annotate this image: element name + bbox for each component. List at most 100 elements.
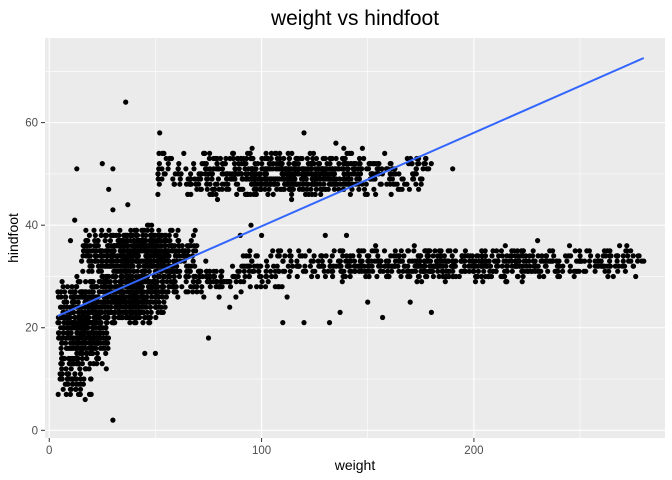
data-point <box>99 258 105 264</box>
data-point <box>136 299 142 305</box>
data-point <box>70 381 76 387</box>
data-point <box>196 279 202 285</box>
data-point <box>303 181 310 187</box>
data-point <box>153 279 159 285</box>
data-point <box>418 181 424 187</box>
data-point <box>86 391 93 397</box>
data-point <box>450 268 456 274</box>
data-point <box>530 248 536 254</box>
data-point <box>604 248 610 254</box>
data-point <box>233 171 239 177</box>
data-point <box>450 263 456 269</box>
data-point <box>268 150 274 156</box>
data-point <box>624 243 630 249</box>
data-point <box>218 273 224 280</box>
axis-ticks <box>41 122 475 442</box>
data-point <box>64 299 70 305</box>
data-point <box>85 253 92 259</box>
data-point <box>233 279 239 285</box>
data-point <box>59 366 65 372</box>
data-point <box>383 273 390 280</box>
data-point <box>80 243 86 249</box>
data-point <box>121 299 127 305</box>
data-point <box>514 248 521 254</box>
data-point <box>236 166 242 172</box>
data-point <box>592 258 598 264</box>
data-point <box>300 181 306 187</box>
data-point <box>371 186 377 192</box>
data-point <box>173 232 179 238</box>
data-point <box>146 243 152 249</box>
data-point <box>445 268 451 274</box>
data-point <box>428 309 434 315</box>
data-point <box>175 294 181 300</box>
data-point <box>307 263 313 269</box>
data-point <box>94 350 100 356</box>
data-point <box>380 268 386 274</box>
data-point <box>369 263 375 269</box>
data-point <box>506 258 512 264</box>
data-point <box>186 243 192 249</box>
data-point <box>244 171 251 177</box>
data-point <box>270 166 276 172</box>
data-point <box>90 309 96 315</box>
data-point <box>270 248 276 254</box>
data-point <box>183 166 189 172</box>
data-point <box>90 325 96 331</box>
data-point <box>523 263 530 269</box>
data-point <box>407 299 413 305</box>
data-point <box>176 161 182 167</box>
data-point <box>380 314 386 321</box>
data-point <box>482 273 488 280</box>
data-point <box>509 253 515 259</box>
data-point <box>171 181 178 187</box>
data-point <box>343 232 350 238</box>
data-point <box>104 258 110 264</box>
data-point <box>605 273 611 280</box>
data-point <box>137 284 143 290</box>
data-point <box>275 253 281 259</box>
data-point <box>315 258 321 264</box>
data-point <box>60 330 66 336</box>
data-point <box>190 289 196 295</box>
data-point <box>259 232 265 238</box>
data-point <box>282 253 288 259</box>
data-point <box>157 248 164 254</box>
data-point <box>320 263 326 269</box>
data-point <box>258 186 264 192</box>
data-point <box>103 304 109 310</box>
data-point <box>159 253 165 259</box>
data-point <box>76 391 83 397</box>
data-point <box>185 248 191 254</box>
data-point <box>101 279 107 285</box>
data-point <box>355 166 361 172</box>
data-point <box>392 248 398 254</box>
data-point <box>274 155 280 162</box>
data-point <box>125 258 131 264</box>
data-point <box>319 258 325 264</box>
data-point <box>551 253 557 259</box>
data-point <box>347 253 353 259</box>
data-point <box>200 273 206 280</box>
data-point <box>163 294 169 300</box>
data-point <box>190 279 196 285</box>
data-point <box>123 314 129 321</box>
data-point <box>108 284 114 290</box>
data-point <box>184 263 190 269</box>
data-point <box>153 294 159 300</box>
data-point <box>313 186 319 192</box>
data-point <box>156 227 162 233</box>
data-point <box>354 176 360 182</box>
data-point <box>55 289 61 295</box>
data-point <box>263 150 269 156</box>
data-point <box>398 273 404 280</box>
data-point <box>154 289 160 295</box>
data-point <box>344 150 350 156</box>
data-point <box>68 304 74 310</box>
data-point <box>117 279 123 285</box>
data-point <box>70 294 76 300</box>
data-point <box>93 243 99 249</box>
data-point <box>479 248 485 254</box>
data-point <box>144 253 151 259</box>
data-point <box>373 191 379 197</box>
